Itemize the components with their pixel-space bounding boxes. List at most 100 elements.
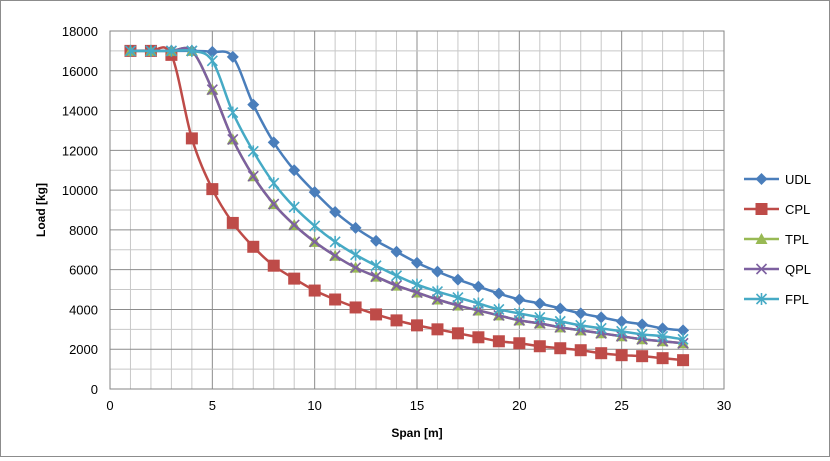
- data-point: [329, 205, 342, 218]
- series-line: [130, 49, 684, 332]
- y-tick-label: 0: [91, 382, 98, 397]
- data-point: [186, 44, 198, 57]
- data-point: [390, 245, 403, 258]
- data-point: [574, 307, 587, 320]
- data-point: [309, 236, 321, 248]
- data-point: [350, 248, 362, 261]
- tick-labels: 0 5 10 15 20 25 30 0 2000 4000 6000 8000 10000 12000 1…: [62, 24, 731, 413]
- data-point: [308, 186, 321, 199]
- data-point: [616, 325, 628, 338]
- data-point: [574, 344, 587, 357]
- data-point: [329, 235, 341, 248]
- data-point: [145, 44, 157, 57]
- x-tick-label: 30: [717, 398, 731, 413]
- data-point: [452, 299, 464, 312]
- data-point: [431, 323, 444, 336]
- data-point: [636, 318, 649, 331]
- legend-label: QPL: [785, 262, 811, 277]
- x-tick-label: 5: [209, 398, 216, 413]
- data-point: [124, 44, 137, 57]
- data-point: [452, 291, 464, 304]
- legend: UDL CPL TPL QPL FPL: [744, 172, 811, 307]
- x-tick-label: 10: [307, 398, 321, 413]
- y-axis-title: Load [kg]: [34, 183, 48, 237]
- data-point: [411, 286, 423, 299]
- gridlines: [109, 30, 725, 390]
- data-point: [206, 84, 218, 96]
- data-point: [349, 301, 362, 314]
- data-point: [288, 272, 301, 285]
- legend-item-qpl: QPL: [744, 262, 811, 277]
- data-point: [308, 284, 321, 297]
- data-point: [247, 145, 259, 158]
- data-point: [636, 328, 648, 341]
- series-group: [124, 44, 690, 367]
- data-point: [472, 280, 485, 293]
- data-point: [206, 45, 219, 58]
- data-point: [227, 106, 239, 119]
- data-point: [329, 250, 341, 262]
- y-tick-label: 18000: [62, 24, 98, 39]
- data-point: [370, 234, 383, 247]
- data-point: [595, 311, 608, 324]
- data-point: [755, 233, 768, 244]
- data-point: [755, 203, 768, 215]
- data-point: [451, 327, 464, 340]
- series-qpl: [124, 45, 689, 349]
- y-tick-label: 14000: [62, 104, 98, 119]
- x-tick-label: 0: [106, 398, 113, 413]
- data-point: [554, 315, 566, 328]
- data-point: [513, 293, 526, 306]
- series-udl: [124, 44, 690, 337]
- data-point: [370, 271, 382, 283]
- data-point: [595, 322, 607, 335]
- data-point: [165, 44, 177, 57]
- data-point: [472, 331, 485, 344]
- data-point: [575, 319, 587, 332]
- data-point: [755, 263, 768, 275]
- data-point: [288, 219, 300, 231]
- data-point: [227, 133, 239, 145]
- data-point: [390, 314, 403, 327]
- plot-area-border: [109, 30, 725, 390]
- data-point: [206, 54, 218, 67]
- data-point: [677, 354, 690, 367]
- x-tick-label: 15: [410, 398, 424, 413]
- data-point: [493, 303, 505, 316]
- series-line: [130, 46, 684, 345]
- data-point: [411, 319, 423, 332]
- data-point: [349, 221, 362, 234]
- y-tick-label: 4000: [69, 302, 98, 317]
- data-point: [657, 330, 669, 343]
- data-point: [554, 302, 567, 315]
- y-tick-label: 6000: [69, 263, 98, 278]
- y-tick-label: 16000: [62, 64, 98, 79]
- data-point: [755, 293, 768, 305]
- data-point: [677, 324, 690, 337]
- data-point: [268, 198, 280, 210]
- y-tick-label: 2000: [69, 342, 98, 357]
- data-point: [513, 337, 526, 350]
- legend-label: FPL: [785, 292, 809, 307]
- data-point: [595, 347, 608, 360]
- y-tick-label: 12000: [62, 143, 98, 158]
- data-point: [390, 280, 403, 292]
- data-point: [451, 273, 464, 286]
- x-axis-title: Span [m]: [391, 426, 442, 440]
- data-point: [268, 177, 280, 190]
- data-point: [390, 269, 403, 282]
- data-point: [411, 256, 423, 269]
- y-tick-label: 10000: [62, 183, 98, 198]
- legend-label: CPL: [785, 202, 810, 217]
- data-point: [226, 216, 239, 229]
- data-point: [492, 335, 505, 348]
- data-point: [513, 307, 525, 320]
- legend-label: TPL: [785, 232, 809, 247]
- data-point: [554, 342, 567, 355]
- data-point: [411, 278, 423, 291]
- data-point: [431, 293, 444, 306]
- data-point: [656, 352, 669, 365]
- data-point: [534, 311, 546, 324]
